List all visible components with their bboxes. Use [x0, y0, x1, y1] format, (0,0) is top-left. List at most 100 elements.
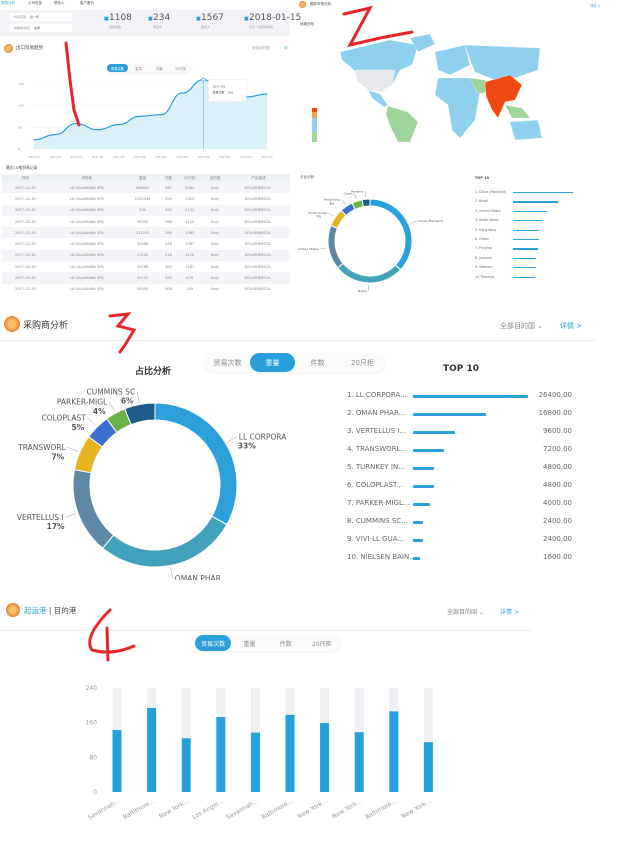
map-russia-asia: [464, 44, 541, 81]
y-tick-label: 160: [86, 720, 98, 727]
slice-label: Panama: [351, 189, 363, 193]
top10-bar: [513, 267, 536, 269]
x-tick-label: Baltimore...: [364, 798, 398, 821]
table-row[interactable]: 2017-02-30 LA GALVANINA SPA 55568 265 1287 It…: [2, 261, 290, 272]
top10-item: 10. NIELSEN BAIN...: [347, 553, 416, 561]
slice-label: CUMMINS SC: [87, 387, 136, 396]
slice-label: OMAN PHAR: [175, 574, 221, 580]
top10-bar: [413, 503, 431, 506]
tab-0[interactable]: 贸易次数: [107, 64, 128, 72]
tab-1[interactable]: 重量: [135, 66, 142, 71]
slice-percent: 33%: [238, 442, 256, 451]
top10-item: 1. LL CORPORA...: [347, 391, 407, 399]
world-map: [312, 33, 543, 142]
tab-2[interactable]: 联系人: [54, 1, 65, 5]
tab-0[interactable]: 贸易分析: [1, 1, 15, 5]
tab-3[interactable]: 客户看约: [80, 1, 94, 5]
table-cell: Italy: [202, 227, 228, 239]
top10-item: 8. Jamaica: [475, 255, 492, 260]
label-leader: [354, 193, 357, 200]
table-row[interactable]: 2017-02-30 LA GALVANINA SPA 398620 367 4584 I…: [2, 182, 290, 194]
donut-slice: [124, 402, 156, 426]
map-southeast-asia: [504, 104, 531, 119]
donut-slice: [336, 262, 402, 284]
x-tick-label: 2017/12: [261, 155, 273, 159]
x-tick-label: 2017/05: [113, 155, 125, 159]
table-cell: Italy: [211, 264, 219, 269]
tab-1[interactable]: 重量: [243, 640, 256, 648]
data-point: [33, 139, 35, 141]
filter-select[interactable]: 采购商/供应 全部: [10, 24, 72, 32]
data-point: [266, 93, 268, 95]
table-row[interactable]: 2017-02-30 LA GALVANINA SPA 2252434 354 2323…: [2, 193, 290, 204]
tab-2[interactable]: 件数: [156, 66, 163, 71]
filter-label: 采购商/供应: [14, 26, 31, 30]
table-row[interactable]: 2017-02-30 LA GALVANINA SPA 215203 269 1983 I…: [2, 227, 290, 239]
region-select[interactable]: 全部目的国 ⌄: [500, 321, 543, 331]
slice-percent: 17%: [47, 522, 65, 531]
table-row[interactable]: 2017-02-30 LA GALVANINA SPA 55555 308 259 Ita…: [2, 284, 290, 295]
chart-tab-group: 贸易次数 重量 件数 20尺柜: [205, 353, 385, 372]
table-cell: LA GALVANINA SPA: [48, 249, 125, 262]
tab-3[interactable]: 20尺柜: [351, 358, 374, 367]
table-cell: DOLUMIERS25..: [227, 227, 290, 239]
region-select[interactable]: 全部目的国: [252, 46, 270, 50]
table-row[interactable]: 2017-02-30 LA GALVANINA SPA 55115 353 876 Ita…: [2, 272, 290, 284]
x-tick-label: New York...: [296, 798, 328, 821]
x-tick-label: New York...: [400, 798, 432, 821]
y-tick-label: 240: [86, 685, 98, 692]
label-leader: [87, 417, 96, 426]
table-cell: 2017-02-30: [14, 196, 36, 201]
top10-item: 2. Brazil: [475, 199, 488, 204]
tab-1[interactable]: 公司信息: [28, 1, 42, 5]
tab-3[interactable]: 20尺柜: [175, 66, 186, 71]
top10-item: 9. VIVI-LL GUA...: [347, 535, 405, 543]
x-tick-label: Los Angel...: [191, 798, 225, 821]
x-tick-label: 2017/02: [49, 155, 61, 159]
table-cell: 55555: [136, 287, 149, 292]
region-select[interactable]: 全部目的国 ⌄: [447, 607, 484, 616]
detail-link[interactable]: 详: [284, 46, 288, 50]
table-row[interactable]: 2017-02-30 LA GALVANINA SPA 21252 216 1276 It…: [2, 249, 290, 262]
x-tick-label: Savannah...: [87, 798, 121, 822]
tab-2[interactable]: 件数: [279, 640, 292, 648]
filter-select[interactable]: 时间范围 近一年: [10, 13, 72, 21]
data-point: [97, 129, 99, 131]
detail-link[interactable]: 详情 >: [500, 609, 519, 616]
x-tick-label: Baltimore...: [122, 798, 156, 821]
calendar-icon: ■: [244, 16, 249, 22]
x-tick-label: New York...: [158, 798, 190, 821]
donut-slice: [369, 198, 413, 271]
table-row[interactable]: 2017-02-30 LA GALVANINA SPA 32666 246 1987 It…: [2, 238, 290, 249]
table-row[interactable]: 2017-02-30 LA GALVANINA SPA 35354 368 2110 It…: [2, 216, 290, 227]
detail-link[interactable]: 详情 >: [560, 322, 583, 330]
table-row[interactable]: 2017-02-30 LA GALVANINA SPA 505 354 2132 Ital…: [2, 204, 290, 216]
map-africa: [434, 77, 481, 139]
table-cell: 2017-02-30: [2, 272, 49, 284]
top10-item: 1. China (Mainland): [475, 190, 507, 194]
tab-1[interactable]: 重量: [250, 353, 295, 372]
slice-percent: 7%: [51, 452, 64, 461]
slice-percent: 6%: [121, 397, 134, 406]
map-usa: [354, 69, 396, 93]
table-cell: Italy: [211, 287, 219, 292]
table-cell: 1276: [176, 249, 203, 262]
top10-item: 6. Oman: [475, 237, 489, 241]
top10-value: 1600.00: [543, 553, 572, 561]
table-cell: LA GALVANINA SPA: [48, 227, 125, 239]
tab-2[interactable]: 件数: [310, 358, 325, 367]
contact-icon: ■: [196, 16, 201, 22]
table-title: 最近10笔贸易记录: [6, 165, 38, 170]
top10-value: 4800.00: [543, 481, 572, 489]
destination-port-tab[interactable]: | 目的港: [48, 606, 77, 615]
table-cell: LA GALVANINA SPA: [69, 219, 104, 224]
tab-3[interactable]: 20尺柜: [312, 640, 332, 648]
table-cell: 35354: [136, 219, 149, 224]
slice-label: PARKER-MIGL: [57, 397, 108, 406]
detail-link[interactable]: 详情 >: [590, 4, 601, 8]
top10-item: 3. United States: [475, 208, 501, 213]
tab-0[interactable]: 贸易次数: [213, 358, 242, 367]
origin-port-tab[interactable]: 起运港: [24, 606, 47, 615]
tab-0[interactable]: 贸易次数: [195, 635, 232, 651]
table-cell: 2017-02-30: [2, 182, 49, 194]
